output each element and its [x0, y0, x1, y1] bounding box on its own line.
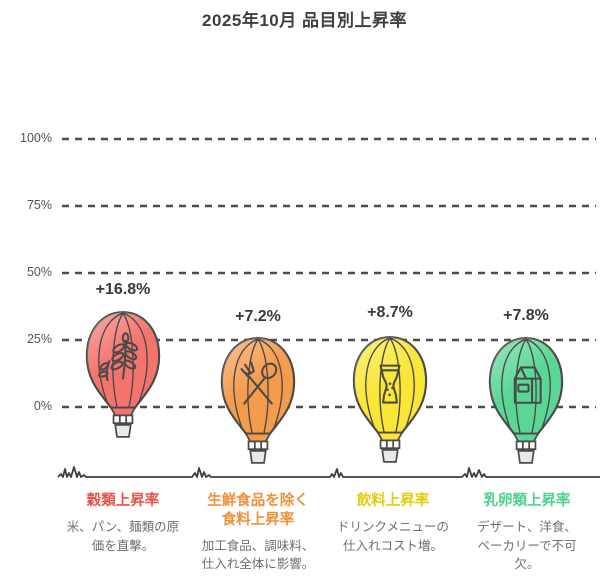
balloon-basket — [109, 406, 137, 438]
balloon-basket — [244, 432, 272, 464]
legend-title-grains: 穀類上昇率 — [86, 493, 160, 509]
balloon-food — [220, 337, 296, 464]
legend-title-dairy: 乳卵類上昇率 — [483, 493, 571, 509]
balloon-grains — [85, 311, 161, 438]
wheat-icon — [97, 332, 139, 382]
fork-spoon-icon — [240, 361, 278, 405]
drink-glass-icon — [379, 364, 401, 404]
value-label-dairy: +7.8% — [503, 307, 549, 324]
ytick-75: 75% — [26, 198, 52, 212]
legend-desc-beverage: ドリンクメニューの仕入れコスト増。 — [336, 519, 449, 553]
ytick-0: 0% — [33, 399, 52, 413]
legend-grains: 穀類上昇率 米、パン、麺類の原価を直撃。 — [64, 492, 182, 555]
ytick-100: 100% — [20, 131, 52, 145]
ground-line — [57, 466, 600, 478]
balloon-dairy — [488, 337, 564, 464]
ytick-50: 50% — [26, 265, 52, 279]
balloon-basket — [376, 431, 404, 463]
balloon-seams — [233, 338, 283, 433]
legend-food: 生鮮食品を除く食料上昇率 加工食品、調味料、仕入れ全体に影響。 — [198, 492, 318, 574]
legend-desc-dairy: デザート、洋食、ベーカリーで不可欠。 — [477, 519, 577, 572]
legend-beverage: 飲料上昇率 ドリンクメニューの仕入れコスト増。 — [334, 492, 452, 555]
balloon-basket — [512, 432, 540, 464]
legend-desc-grains: 米、パン、麺類の原価を直撃。 — [66, 519, 180, 553]
legend-title-beverage: 飲料上昇率 — [356, 493, 430, 509]
milk-carton-icon — [513, 366, 542, 404]
balloon-seams — [365, 337, 415, 432]
value-label-grains: +16.8% — [95, 281, 151, 298]
balloon-beverage — [352, 336, 428, 463]
balloon-seams — [98, 312, 148, 407]
balloon-seams — [501, 338, 551, 433]
legend-desc-food: 加工食品、調味料、仕入れ全体に影響。 — [201, 538, 315, 572]
legend-title-food: 生鮮食品を除く食料上昇率 — [207, 493, 309, 528]
ytick-25: 25% — [26, 332, 52, 346]
legend-dairy: 乳卵類上昇率 デザート、洋食、ベーカリーで不可欠。 — [476, 492, 578, 574]
value-label-beverage: +8.7% — [367, 304, 413, 321]
page-title: 2025年10月 品目別上昇率 — [202, 11, 407, 30]
value-label-food: +7.2% — [235, 308, 281, 325]
